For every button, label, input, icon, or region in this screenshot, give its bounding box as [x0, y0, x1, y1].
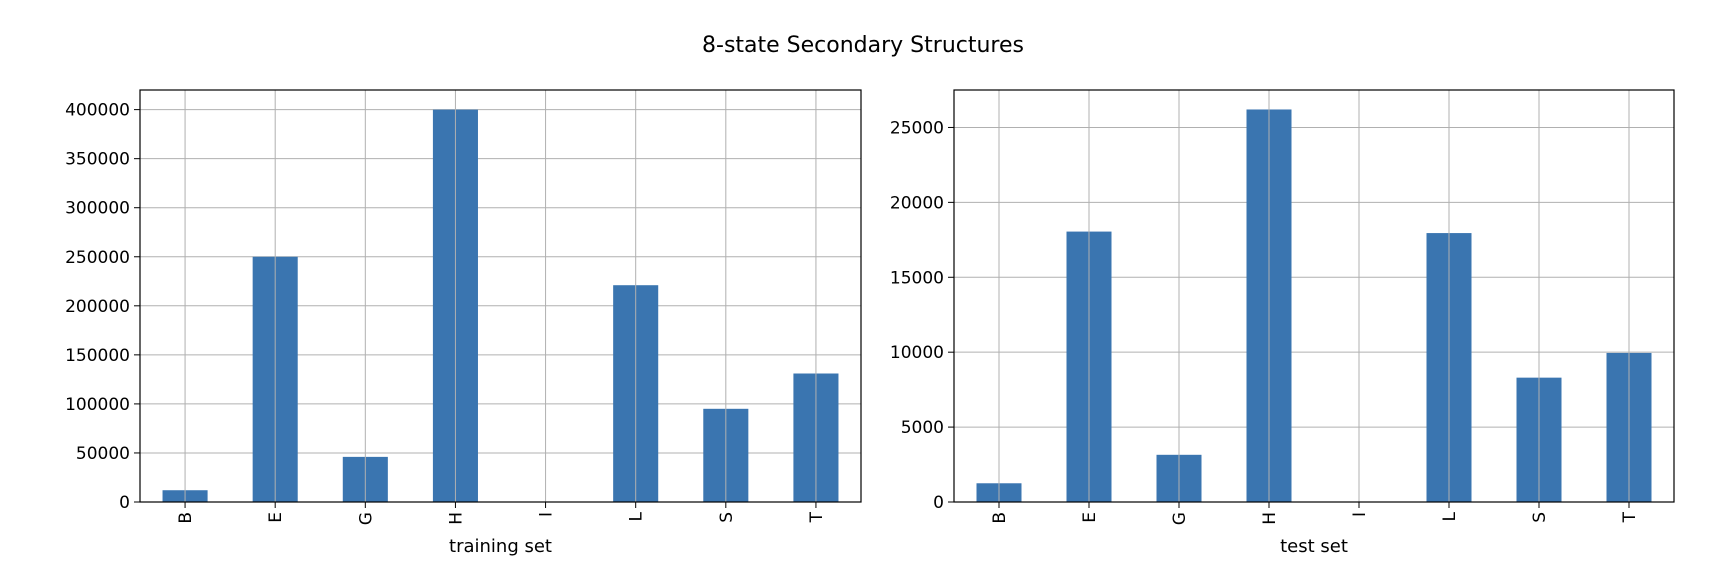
test-xtick-label-S: S	[1530, 512, 1550, 523]
training-axes-frame	[139, 89, 862, 503]
test-axes-frame	[953, 89, 1675, 503]
test-xtick-label-E: E	[1080, 512, 1100, 523]
training-ytick-label-0: 0	[119, 493, 130, 513]
test-xtick-label-I: I	[1350, 512, 1370, 517]
figure-title: 8-state Secondary Structures	[702, 33, 1024, 58]
test-xtick-label-T: T	[1620, 511, 1640, 523]
training-ytick-label-8: 400000	[65, 101, 130, 121]
training-xtick-label-T: T	[807, 511, 827, 523]
test-ytick-label-2: 10000	[890, 343, 944, 363]
training-ytick-label-1: 50000	[76, 444, 130, 464]
training-ytick-label-2: 100000	[65, 395, 130, 415]
training-xtick-label-G: G	[356, 512, 376, 525]
training-xtick-label-E: E	[266, 512, 286, 523]
training-xtick-label-L: L	[627, 511, 647, 521]
training-xlabel: training set	[449, 536, 552, 557]
test-xtick-label-H: H	[1260, 512, 1280, 525]
test-ytick-label-5: 25000	[890, 118, 944, 138]
training-ytick-label-7: 350000	[65, 150, 130, 170]
training-xtick-label-S: S	[717, 512, 737, 523]
training-ytick-label-4: 200000	[65, 297, 130, 317]
test-xtick-label-L: L	[1440, 511, 1460, 521]
test-xlabel: test set	[1280, 536, 1348, 557]
test-ytick-label-3: 15000	[890, 268, 944, 288]
training-ytick-label-5: 250000	[65, 248, 130, 268]
test-ytick-label-1: 5000	[901, 418, 944, 438]
test-ytick-label-4: 20000	[890, 193, 944, 213]
training-ytick-label-3: 150000	[65, 346, 130, 366]
test-ytick-label-0: 0	[933, 493, 944, 513]
training-ytick-label-6: 300000	[65, 199, 130, 219]
training-xtick-label-H: H	[446, 512, 466, 525]
test-xtick-label-G: G	[1170, 512, 1190, 525]
training-xtick-label-B: B	[176, 512, 196, 524]
test-xtick-label-B: B	[990, 512, 1010, 524]
training-set-panel: 0 50000 100000 150000 200000 250000 300000 3500…	[65, 89, 862, 557]
training-xtick-label-I: I	[537, 512, 557, 517]
